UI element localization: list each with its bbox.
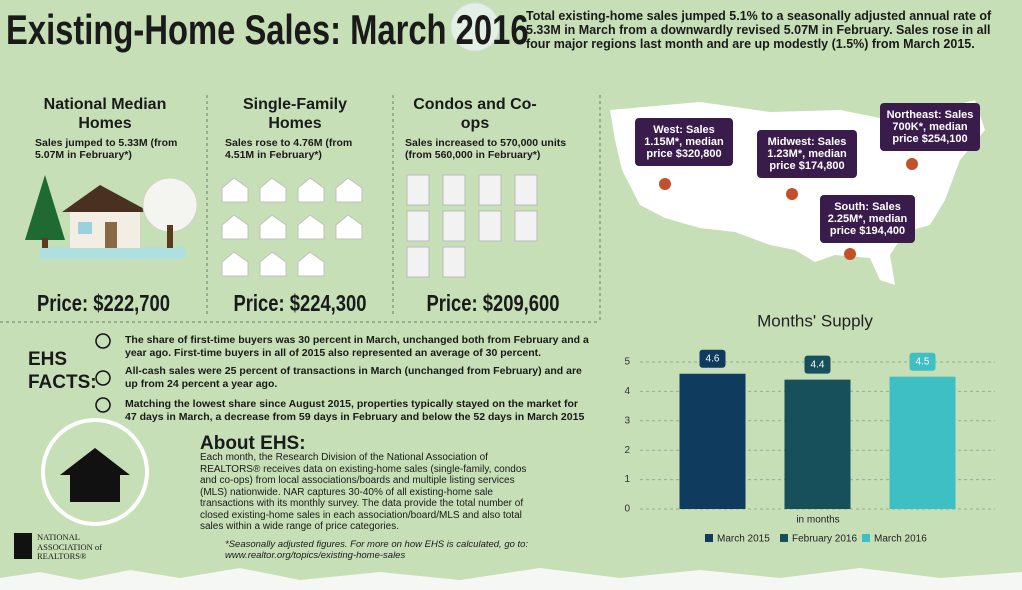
y-tick-label: 2 [624, 445, 630, 456]
y-tick-label: 5 [624, 357, 630, 368]
region-callout: Midwest: Sales 1.23M*, median price $174… [757, 130, 857, 178]
logo-text: NATIONAL ASSOCIATION of REALTORS® [37, 532, 102, 562]
summary: Total existing-home sales jumped 5.1% to… [526, 9, 992, 51]
legend-label: February 2016 [792, 534, 857, 545]
condo-icon [514, 210, 538, 242]
value-label: 4.6 [706, 353, 720, 364]
condo-icon [406, 174, 430, 206]
col-text: Sales increased to 570,000 units (from 5… [405, 137, 567, 161]
y-tick-label: 1 [624, 474, 630, 485]
about-home-icon [60, 448, 130, 502]
region-callout: West: Sales 1.15M*, median price $320,80… [635, 118, 733, 166]
about-title: About EHS: [200, 433, 306, 454]
condo-icon [442, 246, 466, 278]
condo-icon [478, 210, 502, 242]
col-price: Price: $222,700 [37, 290, 170, 316]
condo-icon [406, 246, 430, 278]
x-axis-label: in months [796, 515, 839, 526]
value-badge [804, 355, 831, 374]
condo-icon [406, 210, 430, 242]
logo-line: REALTORS® [37, 551, 87, 561]
condo-icon [478, 174, 502, 206]
bar [784, 379, 851, 509]
legend-swatch [862, 534, 870, 542]
value-label: 4.5 [916, 356, 930, 367]
chart-title: Months' Supply [757, 311, 873, 330]
legend-swatch [780, 534, 788, 542]
y-tick-label: 3 [624, 415, 630, 426]
fact-item: All-cash sales were 25 percent of transa… [125, 365, 582, 390]
legend-label: March 2016 [874, 534, 927, 545]
facts-title: EHS FACTS: [28, 349, 97, 393]
condo-icon [442, 174, 466, 206]
col-title: Single-Family Homes [242, 96, 348, 132]
condo-icons [406, 174, 538, 278]
condo-icon [514, 174, 538, 206]
logo-line: NATIONAL [37, 532, 80, 542]
col-title: Condos and Co-ops [413, 96, 537, 132]
logo-line: ASSOCIATION of [37, 541, 102, 552]
fact-item: The share of first-time buyers was 30 pe… [125, 334, 589, 359]
y-tick-label: 0 [624, 504, 630, 515]
weather-icon [450, 2, 500, 52]
footnote: *Seasonally adjusted figures. For more o… [225, 539, 529, 561]
bar [679, 373, 746, 509]
single-family-icons [221, 177, 363, 277]
chart: Months' Supply in months 0 1 2 3 4 5 4.6 March … [624, 311, 995, 545]
about-text: Each month, the Research Division of the… [200, 452, 527, 532]
pins [659, 158, 918, 260]
fact-item: Matching the lowest share since August 2… [125, 398, 585, 423]
value-label: 4.4 [811, 359, 825, 370]
col-text: Sales jumped to 5.33M (from 5.07M in Feb… [35, 137, 178, 161]
legend-swatch [705, 534, 713, 542]
house-illustration [25, 175, 198, 259]
y-tick-label: 4 [624, 386, 630, 397]
about-ring [41, 418, 149, 526]
col-text: Sales rose to 4.76M (from 4.51M in Febru… [225, 137, 353, 161]
col-price: Price: $209,600 [426, 290, 560, 316]
region-callout: Northeast: Sales 700K*, median price $25… [880, 103, 980, 151]
legend-label: March 2015 [717, 534, 770, 545]
fact-bullets [95, 333, 111, 413]
col-title: National Median Homes [43, 96, 167, 132]
mountains [0, 568, 1022, 590]
dividers [0, 95, 601, 323]
logo-mark [14, 533, 32, 559]
title: Existing-Home Sales: March 2016 [6, 6, 529, 53]
col-price: Price: $224,300 [233, 290, 367, 316]
bar [889, 376, 956, 509]
value-badge [909, 352, 936, 371]
value-badge [699, 349, 726, 368]
region-callout: South: Sales 2.25M*, median price $194,4… [820, 195, 915, 243]
condo-icon [442, 210, 466, 242]
